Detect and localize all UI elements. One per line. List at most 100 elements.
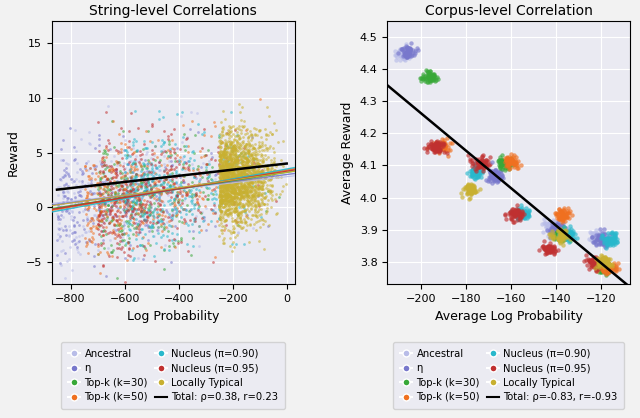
Point — [113, 193, 123, 199]
Point — [596, 265, 607, 271]
Point — [242, 190, 252, 196]
Point — [513, 207, 524, 214]
Point — [238, 166, 248, 173]
Point — [107, 215, 117, 222]
Point — [220, 209, 230, 215]
Point — [256, 206, 266, 212]
Point — [84, 200, 95, 207]
Point — [243, 202, 253, 209]
Point — [236, 127, 246, 133]
Point — [221, 186, 231, 192]
Point — [424, 71, 434, 78]
Point — [228, 172, 239, 179]
Point — [241, 166, 252, 172]
Point — [515, 212, 525, 218]
Point — [406, 40, 416, 46]
Point — [261, 175, 271, 181]
Point — [229, 190, 239, 197]
Point — [188, 228, 198, 235]
Point — [140, 156, 150, 163]
Point — [543, 246, 553, 253]
Point — [215, 148, 225, 154]
Point — [129, 175, 139, 182]
Point — [163, 135, 173, 142]
Point — [605, 240, 616, 247]
Point — [66, 197, 76, 204]
Point — [239, 184, 250, 191]
Point — [240, 166, 250, 172]
Point — [84, 165, 95, 171]
Point — [225, 109, 236, 116]
Point — [232, 163, 243, 169]
Point — [214, 179, 225, 186]
Point — [239, 163, 249, 170]
Point — [550, 234, 561, 241]
Point — [226, 197, 236, 204]
Point — [150, 181, 160, 187]
Point — [397, 46, 408, 52]
Point — [600, 231, 610, 237]
Point — [143, 176, 153, 183]
Point — [227, 161, 237, 168]
Point — [136, 184, 146, 191]
Point — [120, 147, 131, 153]
Point — [243, 203, 253, 209]
Point — [550, 223, 561, 230]
Point — [224, 207, 234, 214]
Point — [227, 196, 237, 202]
Point — [242, 141, 252, 148]
Point — [472, 168, 483, 175]
Point — [115, 193, 125, 199]
Point — [96, 218, 106, 224]
Point — [559, 214, 570, 221]
Point — [224, 130, 234, 136]
Point — [507, 157, 517, 163]
Point — [216, 139, 226, 146]
Point — [218, 132, 228, 138]
Point — [217, 199, 227, 205]
Point — [167, 161, 177, 168]
Point — [247, 171, 257, 178]
Point — [226, 185, 236, 191]
Point — [99, 186, 109, 192]
Point — [223, 176, 233, 183]
Point — [243, 184, 253, 191]
Point — [564, 232, 575, 238]
Point — [99, 227, 109, 233]
Point — [247, 150, 257, 157]
Point — [228, 172, 238, 179]
Point — [215, 199, 225, 206]
Point — [604, 260, 614, 267]
Point — [559, 224, 569, 230]
Point — [81, 229, 91, 235]
Point — [129, 206, 139, 212]
Point — [423, 79, 433, 85]
Point — [257, 152, 267, 158]
Point — [148, 173, 158, 179]
Point — [120, 212, 131, 218]
Point — [257, 216, 267, 223]
Point — [435, 141, 445, 148]
Point — [396, 46, 406, 53]
Point — [219, 184, 229, 190]
Point — [220, 144, 230, 151]
Point — [120, 199, 131, 206]
Point — [100, 227, 110, 234]
Point — [172, 211, 182, 218]
Point — [217, 197, 227, 204]
Point — [410, 48, 420, 55]
Point — [246, 164, 257, 171]
Point — [605, 236, 616, 242]
Point — [228, 187, 238, 194]
Point — [161, 148, 172, 155]
Point — [425, 67, 435, 74]
Point — [236, 184, 246, 190]
Point — [154, 211, 164, 217]
Point — [548, 229, 558, 236]
Point — [253, 189, 264, 195]
Point — [114, 196, 124, 203]
Point — [60, 207, 70, 214]
Point — [122, 188, 132, 195]
Point — [73, 239, 83, 245]
Point — [163, 133, 173, 139]
